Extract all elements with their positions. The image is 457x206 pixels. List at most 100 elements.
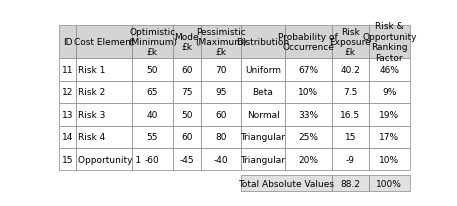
Bar bbox=[369, 126, 409, 148]
Text: 88.2: 88.2 bbox=[340, 179, 360, 188]
Text: Risk 2: Risk 2 bbox=[78, 88, 106, 97]
Bar bbox=[332, 81, 369, 104]
Text: Triangular: Triangular bbox=[240, 133, 286, 142]
Bar bbox=[369, 26, 409, 59]
Text: Opportunity 1: Opportunity 1 bbox=[78, 155, 141, 164]
Text: 15: 15 bbox=[62, 155, 73, 164]
Text: -45: -45 bbox=[179, 155, 194, 164]
Bar bbox=[369, 59, 409, 81]
Bar bbox=[285, 26, 332, 59]
Bar bbox=[76, 104, 132, 126]
Bar bbox=[59, 81, 76, 104]
Text: ID: ID bbox=[63, 38, 72, 47]
Bar bbox=[76, 81, 132, 104]
Text: 9%: 9% bbox=[382, 88, 397, 97]
Text: 15: 15 bbox=[345, 133, 356, 142]
Bar bbox=[241, 176, 332, 191]
Bar bbox=[59, 148, 76, 171]
Bar bbox=[201, 126, 241, 148]
Bar bbox=[76, 59, 132, 81]
Text: 12: 12 bbox=[62, 88, 73, 97]
Text: -9: -9 bbox=[346, 155, 355, 164]
Bar bbox=[201, 59, 241, 81]
Bar bbox=[369, 148, 409, 171]
Text: Total Absolute Values: Total Absolute Values bbox=[239, 179, 335, 188]
Text: Risk
Exposure
£k: Risk Exposure £k bbox=[329, 27, 371, 57]
Bar bbox=[132, 81, 173, 104]
Text: 46%: 46% bbox=[379, 66, 399, 75]
Text: 10%: 10% bbox=[298, 88, 318, 97]
Text: 40: 40 bbox=[147, 110, 158, 119]
Text: Beta: Beta bbox=[253, 88, 273, 97]
Text: Cost Element: Cost Element bbox=[74, 38, 134, 47]
Text: 60: 60 bbox=[215, 110, 227, 119]
Bar bbox=[369, 81, 409, 104]
Bar bbox=[59, 59, 76, 81]
Bar bbox=[201, 81, 241, 104]
Bar bbox=[173, 26, 201, 59]
Text: 40.2: 40.2 bbox=[340, 66, 360, 75]
Text: 75: 75 bbox=[181, 88, 192, 97]
Text: Uniform: Uniform bbox=[245, 66, 281, 75]
Bar bbox=[285, 148, 332, 171]
Text: 7.5: 7.5 bbox=[343, 88, 357, 97]
Text: -40: -40 bbox=[214, 155, 228, 164]
Bar bbox=[76, 26, 132, 59]
Text: 25%: 25% bbox=[298, 133, 318, 142]
Text: 11: 11 bbox=[62, 66, 73, 75]
Text: Distribution: Distribution bbox=[236, 38, 290, 47]
Bar bbox=[285, 81, 332, 104]
Text: 20%: 20% bbox=[298, 155, 318, 164]
Bar bbox=[173, 59, 201, 81]
Text: 17%: 17% bbox=[379, 133, 399, 142]
Text: 13: 13 bbox=[62, 110, 73, 119]
Text: Risk 3: Risk 3 bbox=[78, 110, 106, 119]
Text: 60: 60 bbox=[181, 133, 192, 142]
Bar bbox=[285, 59, 332, 81]
Bar bbox=[173, 104, 201, 126]
Text: 70: 70 bbox=[215, 66, 227, 75]
Bar bbox=[241, 81, 285, 104]
Bar bbox=[132, 104, 173, 126]
Bar bbox=[332, 104, 369, 126]
Bar bbox=[241, 148, 285, 171]
Text: 50: 50 bbox=[147, 66, 158, 75]
Bar bbox=[201, 148, 241, 171]
Bar bbox=[132, 59, 173, 81]
Text: 80: 80 bbox=[215, 133, 227, 142]
Bar bbox=[76, 148, 132, 171]
Text: Risk 1: Risk 1 bbox=[78, 66, 106, 75]
Text: 50: 50 bbox=[181, 110, 192, 119]
Bar bbox=[241, 59, 285, 81]
Bar bbox=[241, 104, 285, 126]
Text: Pessimistic
(Maximum)
£k: Pessimistic (Maximum) £k bbox=[195, 27, 247, 57]
Bar bbox=[173, 81, 201, 104]
Text: Optimistic
(Minimum)
£k: Optimistic (Minimum) £k bbox=[128, 27, 177, 57]
Bar bbox=[285, 104, 332, 126]
Text: 14: 14 bbox=[62, 133, 73, 142]
Bar bbox=[332, 148, 369, 171]
Text: 19%: 19% bbox=[379, 110, 399, 119]
Text: 100%: 100% bbox=[376, 179, 402, 188]
Bar bbox=[241, 126, 285, 148]
Bar bbox=[332, 26, 369, 59]
Text: -60: -60 bbox=[145, 155, 160, 164]
Bar bbox=[173, 126, 201, 148]
Text: Normal: Normal bbox=[247, 110, 279, 119]
Text: Risk &
Opportunity
Ranking
Factor: Risk & Opportunity Ranking Factor bbox=[362, 22, 416, 62]
Bar bbox=[59, 126, 76, 148]
Text: 16.5: 16.5 bbox=[340, 110, 361, 119]
Text: Triangular: Triangular bbox=[240, 155, 286, 164]
Bar bbox=[285, 126, 332, 148]
Text: 65: 65 bbox=[147, 88, 158, 97]
Bar bbox=[201, 26, 241, 59]
Text: 55: 55 bbox=[147, 133, 158, 142]
Bar bbox=[132, 126, 173, 148]
Text: 33%: 33% bbox=[298, 110, 318, 119]
Bar bbox=[201, 104, 241, 126]
Text: 67%: 67% bbox=[298, 66, 318, 75]
Bar bbox=[76, 126, 132, 148]
Text: Risk 4: Risk 4 bbox=[78, 133, 106, 142]
Bar bbox=[59, 104, 76, 126]
Text: 95: 95 bbox=[215, 88, 227, 97]
